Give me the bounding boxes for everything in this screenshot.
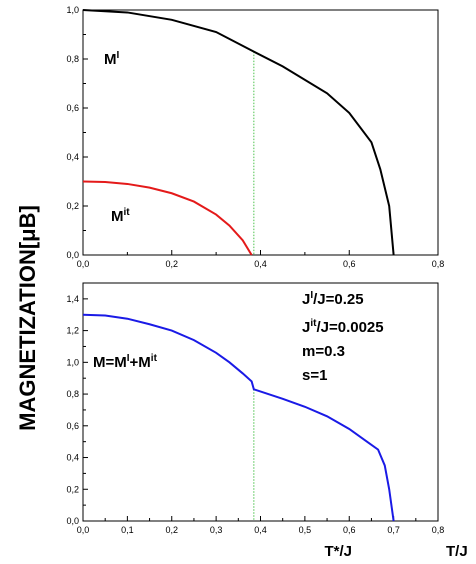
label-total: M=MI+Mit	[93, 353, 158, 371]
bottom-x-tick-label: 0,3	[210, 525, 223, 535]
y-axis-title: MAGNETIZATION[μB]	[15, 205, 40, 431]
top-panel: 0,0 0,2 0,4 0,6 0,8 0,0 0,2 0,4 0,6 0,8 1,0 MI Mit	[66, 5, 444, 269]
top-x-tick-label: 0,2	[165, 259, 178, 269]
series-line-mit	[82, 180, 253, 256]
top-ticks: 0,0 0,2 0,4 0,6 0,8 0,0 0,2 0,4 0,6 0,8 1,0	[66, 5, 444, 269]
bottom-y-tick-label: 1,4	[66, 294, 79, 304]
bottom-x-tick-label: 0,7	[387, 525, 400, 535]
label-mit: Mit	[111, 207, 130, 225]
top-y-tick-label: 0,0	[66, 250, 79, 260]
param-s: s=1	[302, 367, 327, 384]
bottom-x-tick-label: 0,1	[121, 525, 134, 535]
x-label-tstar: T*/J	[324, 543, 352, 560]
series-line-total	[82, 313, 395, 522]
bottom-y-tick-label: 0,2	[66, 484, 79, 494]
y-axis-title-text: MAGNETIZATION[μB]	[15, 205, 40, 431]
top-y-tick-label: 0,2	[66, 201, 79, 211]
top-y-tick-label: 0,8	[66, 54, 79, 64]
top-plot-frame	[82, 9, 439, 256]
top-x-tick-label: 0,0	[77, 259, 90, 269]
top-y-tick-label: 0,4	[66, 152, 79, 162]
bottom-y-tick-label: 1,2	[66, 326, 79, 336]
bottom-y-tick-label: 0,4	[66, 453, 79, 463]
bottom-x-tick-label: 0,5	[299, 525, 312, 535]
bottom-panel: 0,0 0,1 0,2 0,3 0,4 0,5 0,6 0,7 0,8 0,0 0,2 0,4 0,6 0…	[66, 282, 468, 560]
param-m: m=0.3	[302, 343, 345, 360]
param-jit: Jit/J=0.0025	[302, 318, 384, 336]
series-line-mi	[82, 9, 395, 256]
bottom-x-tick-label: 0,8	[432, 525, 445, 535]
top-y-tick-label: 0,6	[66, 103, 79, 113]
bottom-x-tick-label: 0,6	[343, 525, 356, 535]
bottom-x-tick-label: 0,2	[165, 525, 178, 535]
bottom-x-tick-label: 0,4	[254, 525, 267, 535]
label-mi: MI	[104, 50, 120, 68]
param-ji: JI/J=0.25	[302, 290, 364, 308]
bottom-y-tick-label: 0,6	[66, 421, 79, 431]
top-x-tick-label: 0,4	[254, 259, 267, 269]
top-x-tick-label: 0,8	[432, 259, 445, 269]
bottom-x-tick-label: 0,0	[77, 525, 90, 535]
bottom-y-tick-label: 1,0	[66, 357, 79, 367]
bottom-y-tick-label: 0,0	[66, 516, 79, 526]
x-label-tj: T/J	[446, 543, 468, 560]
top-y-tick-label: 1,0	[66, 5, 79, 15]
top-x-tick-label: 0,6	[343, 259, 356, 269]
bottom-y-tick-label: 0,8	[66, 389, 79, 399]
bottom-plot-frame	[82, 282, 439, 522]
bottom-ticks: 0,0 0,1 0,2 0,3 0,4 0,5 0,6 0,7 0,8 0,0 0,2 0,4 0,6 0…	[66, 294, 444, 535]
